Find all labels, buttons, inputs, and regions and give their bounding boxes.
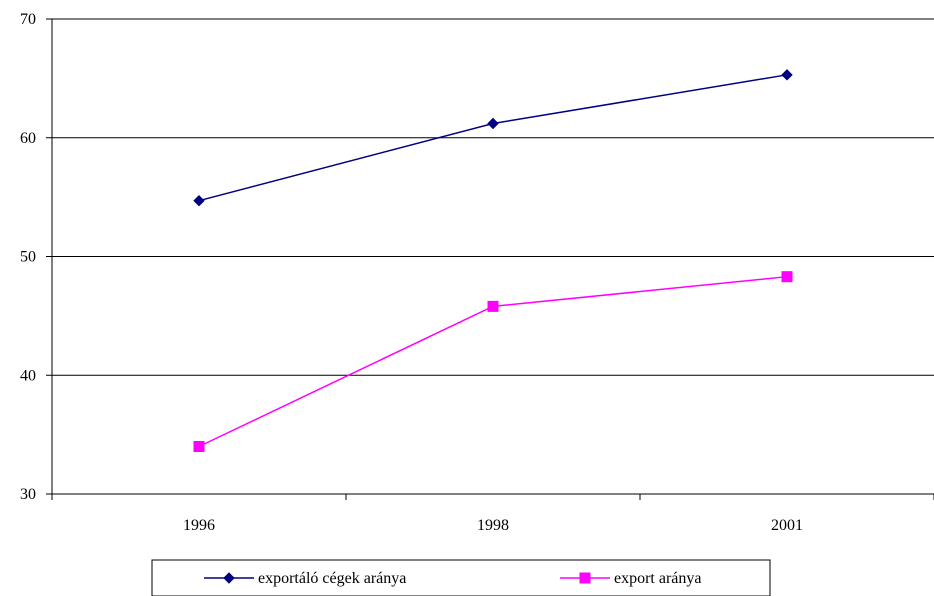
data-point: [781, 69, 793, 81]
series-2: [193, 271, 793, 452]
legend-label: export aránya: [614, 570, 702, 587]
legend-box: [151, 559, 771, 596]
data-point: [193, 194, 205, 207]
grid-layer: [52, 18, 934, 376]
series-1: [193, 69, 793, 207]
x-tick-label: 1998: [477, 517, 509, 534]
legend-swatch-marker: [579, 572, 591, 584]
series-layer: [193, 69, 793, 452]
y-tick-label: 30: [20, 486, 36, 503]
y-tick-label: 40: [20, 367, 36, 384]
data-point: [487, 300, 499, 312]
x-tick-label: 1996: [183, 517, 215, 534]
legend-swatch-marker: [223, 572, 235, 584]
y-tick-label: 70: [20, 11, 36, 28]
x-tick-label: 2001: [771, 517, 803, 534]
data-point: [193, 441, 205, 452]
y-tick-label: 50: [20, 249, 36, 266]
axis-layer: 30 40 50 60 70 1996 1998 2001: [20, 11, 934, 534]
y-tick-label: 60: [20, 130, 36, 147]
data-point: [781, 271, 793, 283]
legend-entry-2: export aránya: [560, 570, 702, 587]
legend-label: exportáló cégek aránya: [258, 570, 406, 587]
legend-entry-1: exportáló cégek aránya: [204, 570, 406, 587]
data-point: [487, 117, 499, 130]
legend: exportáló cégek aránya export aránya: [151, 559, 771, 596]
